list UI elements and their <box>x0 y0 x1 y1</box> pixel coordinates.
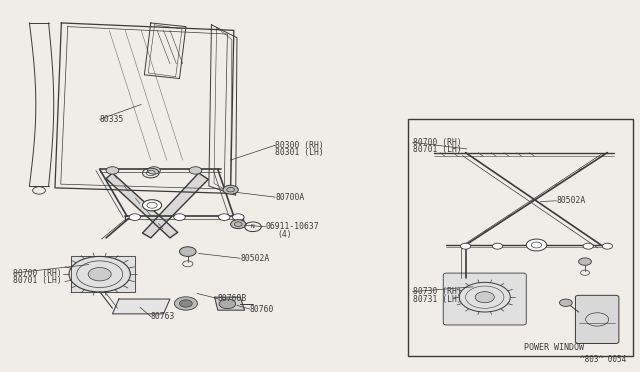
Text: 80760: 80760 <box>250 305 274 314</box>
Text: 80300 (RH): 80300 (RH) <box>275 141 324 150</box>
Text: 80700A: 80700A <box>275 193 305 202</box>
Text: 80700 (RH): 80700 (RH) <box>413 138 461 147</box>
Text: 80701 (LH): 80701 (LH) <box>13 276 62 285</box>
Polygon shape <box>143 173 208 238</box>
Circle shape <box>179 300 192 307</box>
Text: 80730 (RH): 80730 (RH) <box>413 287 461 296</box>
Circle shape <box>559 299 572 307</box>
Text: 80731 (LH): 80731 (LH) <box>413 295 461 304</box>
Text: N: N <box>251 224 255 229</box>
FancyBboxPatch shape <box>575 295 619 343</box>
Text: 80763: 80763 <box>151 312 175 321</box>
Circle shape <box>143 200 162 211</box>
Polygon shape <box>106 173 177 238</box>
Circle shape <box>173 214 185 221</box>
Circle shape <box>526 239 547 251</box>
Polygon shape <box>71 256 135 292</box>
Text: ^803^ 0054: ^803^ 0054 <box>580 355 627 364</box>
Text: 80700 (RH): 80700 (RH) <box>13 269 62 278</box>
Circle shape <box>179 247 196 256</box>
Text: 80760B: 80760B <box>218 294 247 303</box>
Text: 80335: 80335 <box>100 115 124 124</box>
Circle shape <box>230 220 246 229</box>
Text: 80502A: 80502A <box>556 196 586 205</box>
Circle shape <box>218 214 230 221</box>
Circle shape <box>223 185 238 194</box>
Text: 80502A: 80502A <box>240 254 269 263</box>
Circle shape <box>492 243 502 249</box>
Circle shape <box>88 267 111 281</box>
Circle shape <box>148 167 161 174</box>
Circle shape <box>579 258 591 265</box>
Circle shape <box>219 299 236 309</box>
Circle shape <box>475 292 494 303</box>
Text: 06911-10637: 06911-10637 <box>266 222 319 231</box>
Circle shape <box>174 297 197 310</box>
Circle shape <box>602 243 612 249</box>
Text: 80701 (LH): 80701 (LH) <box>413 145 461 154</box>
Polygon shape <box>214 297 244 310</box>
Polygon shape <box>113 299 170 314</box>
Circle shape <box>106 167 119 174</box>
Circle shape <box>232 214 244 221</box>
Circle shape <box>129 214 141 221</box>
Circle shape <box>189 167 202 174</box>
FancyBboxPatch shape <box>408 119 633 356</box>
Circle shape <box>583 243 593 249</box>
Text: 80301 (LH): 80301 (LH) <box>275 148 324 157</box>
Text: POWER WINDOW: POWER WINDOW <box>524 343 584 352</box>
FancyBboxPatch shape <box>444 273 526 325</box>
Text: (4): (4) <box>277 230 292 239</box>
Circle shape <box>461 243 470 249</box>
